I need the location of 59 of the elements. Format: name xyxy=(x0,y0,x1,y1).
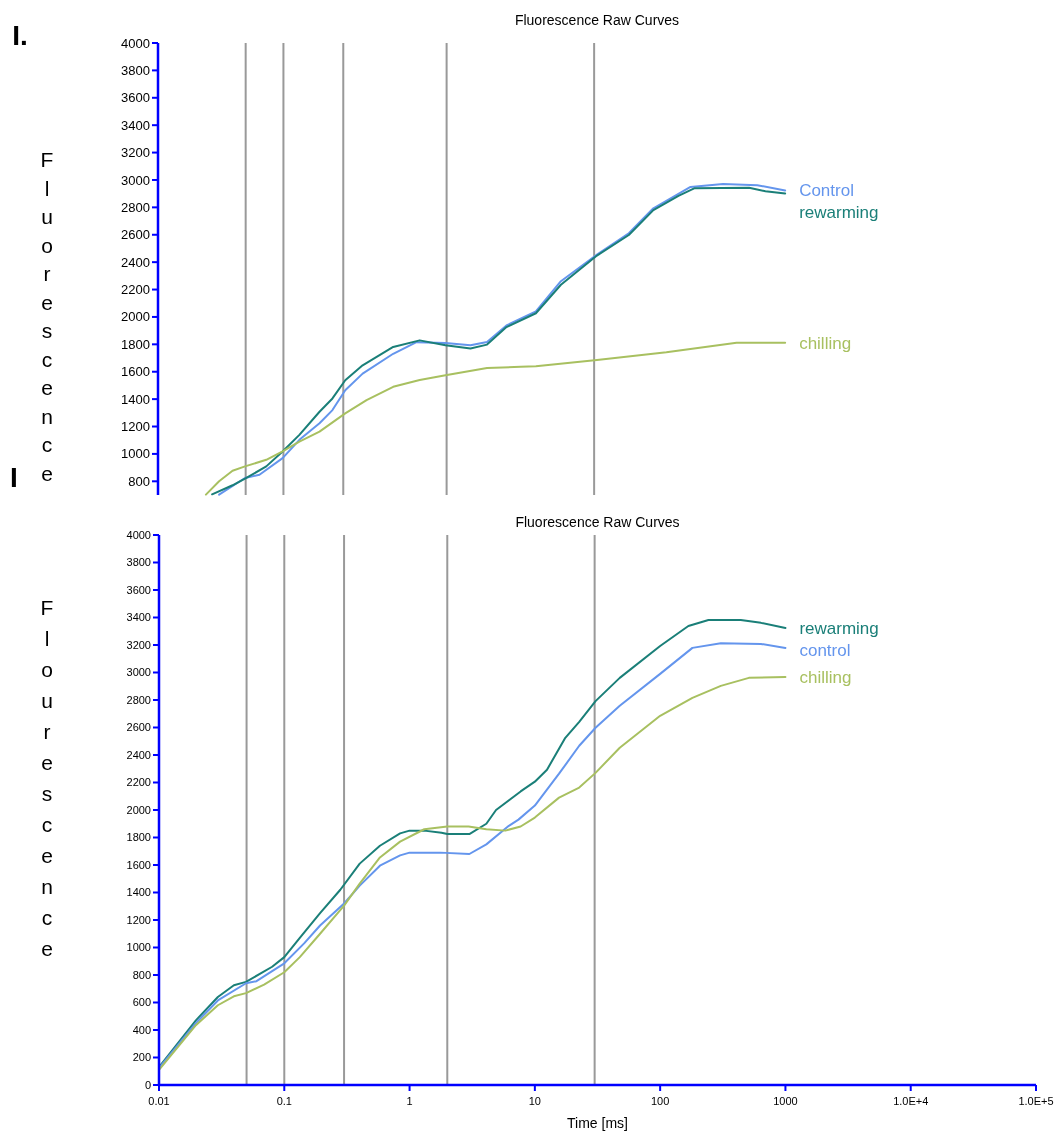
y-tick-label: 1200 xyxy=(121,419,150,435)
x-axis-title: Time [ms] xyxy=(567,1115,628,1131)
y-tick-label: 3400 xyxy=(126,611,151,624)
y-tick-label: 2000 xyxy=(121,309,150,325)
series-label: chilling xyxy=(799,667,852,687)
x-tick-label: 1000 xyxy=(773,1095,798,1107)
y-tick-label: 600 xyxy=(132,996,151,1009)
y-tick-label: 0 xyxy=(144,1078,151,1091)
y-tick-label: 3600 xyxy=(121,90,150,106)
y-tick-label: 2600 xyxy=(121,227,150,243)
series-label: rewarming xyxy=(799,618,879,638)
y-tick-label: 4000 xyxy=(126,528,151,541)
y-tick-label: 3600 xyxy=(126,583,151,596)
y-tick-label: 1600 xyxy=(121,364,150,380)
text: Flourescence xyxy=(40,596,54,960)
y-tick-label: 2400 xyxy=(121,254,150,270)
y-tick-label: 2400 xyxy=(126,748,151,761)
x-tick-label: 10 xyxy=(528,1095,541,1107)
chart-title: Fluorescence Raw Curves xyxy=(514,12,680,28)
y-tick-label: 2000 xyxy=(126,803,151,816)
y-tick-label: 3000 xyxy=(126,666,151,679)
text: I. xyxy=(12,20,28,51)
series-label: Control xyxy=(799,181,854,201)
x-tick-label: 100 xyxy=(650,1095,670,1107)
y-tick-label: 1800 xyxy=(126,831,151,844)
y-tick-label: 3000 xyxy=(121,172,150,188)
x-tick-label: 1.0E+5 xyxy=(1018,1095,1054,1107)
chart-title: Fluorescence Raw Curves xyxy=(515,514,680,530)
text: I xyxy=(10,462,18,493)
y-tick-label: 1000 xyxy=(126,941,151,954)
series-label: chilling xyxy=(799,333,852,353)
y-tick-label: 1600 xyxy=(126,858,151,871)
y-tick-label: 2800 xyxy=(121,199,150,215)
y-tick-label: 1000 xyxy=(121,446,150,462)
series-label: control xyxy=(799,640,851,660)
x-tick-label: 0.01 xyxy=(148,1095,170,1107)
y-tick-label: 3200 xyxy=(121,145,150,161)
y-tick-label: 3800 xyxy=(126,556,151,569)
series-label: rewarming xyxy=(799,203,879,223)
y-tick-label: 800 xyxy=(128,473,150,489)
y-tick-label: 1400 xyxy=(121,391,150,407)
y-tick-label: 200 xyxy=(132,1051,151,1064)
y-tick-label: 2600 xyxy=(126,721,151,734)
y-tick-label: 2200 xyxy=(121,282,150,298)
y-tick-label: 3200 xyxy=(126,638,151,651)
y-tick-label: 4000 xyxy=(121,35,150,51)
x-tick-label: 1 xyxy=(406,1095,413,1107)
x-tick-label: 1.0E+4 xyxy=(893,1095,929,1107)
text: Fluorescence xyxy=(40,148,54,485)
y-tick-label: 800 xyxy=(132,968,151,981)
y-tick-label: 3800 xyxy=(121,62,150,78)
y-tick-label: 400 xyxy=(132,1023,151,1036)
x-tick-label: 0.1 xyxy=(276,1095,292,1107)
y-tick-label: 2200 xyxy=(126,776,151,789)
y-tick-label: 3400 xyxy=(121,117,150,133)
y-tick-label: 1200 xyxy=(126,913,151,926)
y-tick-label: 2800 xyxy=(126,693,151,706)
y-tick-label: 1800 xyxy=(121,336,150,352)
y-tick-label: 1400 xyxy=(126,886,151,899)
